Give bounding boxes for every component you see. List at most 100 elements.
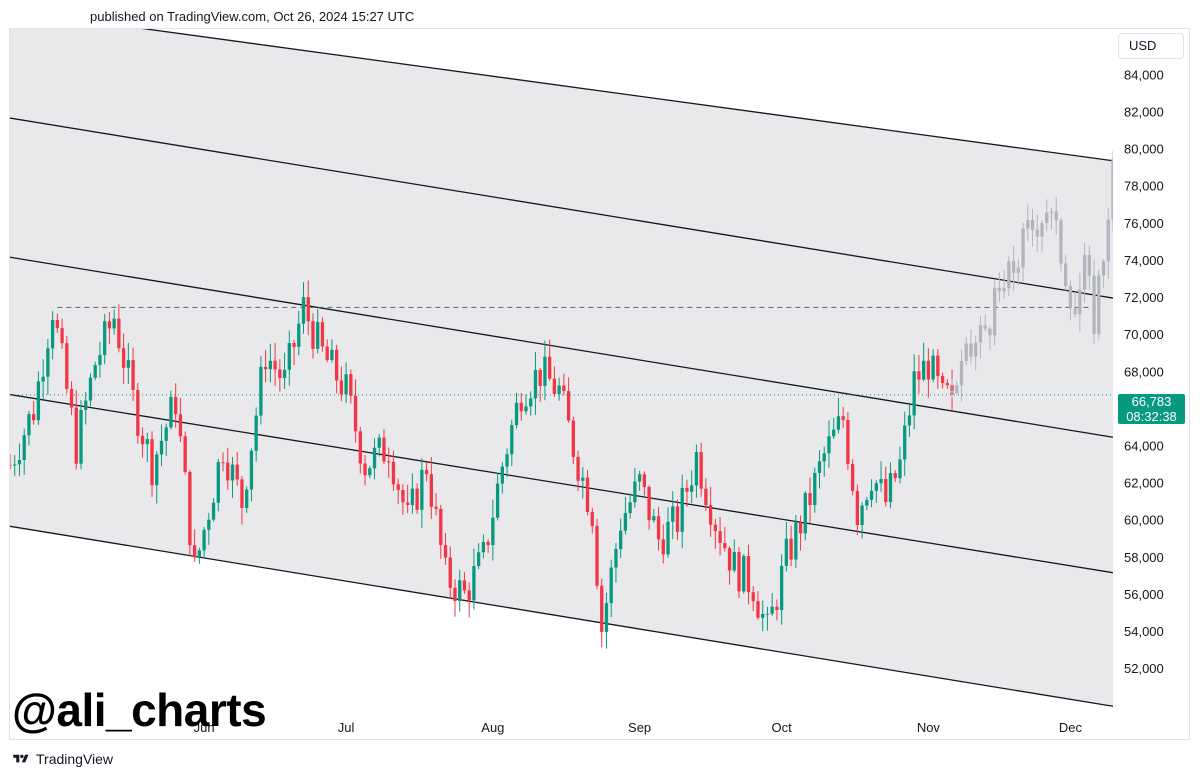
candle [216, 458, 220, 512]
candle [609, 559, 613, 618]
candle [779, 554, 784, 625]
candle-body [216, 462, 220, 503]
candle-body [827, 436, 831, 454]
candle-body [254, 415, 258, 451]
candle-body [202, 529, 206, 551]
candle [538, 368, 542, 402]
candle-body [779, 565, 784, 611]
candle [410, 473, 415, 514]
y-tick-label: 84,000 [1124, 67, 1164, 82]
candle-body [761, 613, 765, 618]
currency-selector[interactable]: USD [1118, 33, 1184, 59]
candle [576, 450, 580, 491]
candle [898, 446, 902, 484]
candle-body [46, 348, 50, 377]
projection-candle [1035, 214, 1039, 252]
candle [742, 553, 746, 594]
last-price-badge: 66,783 08:32:38 [1118, 394, 1185, 424]
candle-body [623, 513, 628, 531]
candle [671, 491, 675, 540]
tradingview-brand[interactable]: TradingView [12, 751, 113, 767]
candle-body [126, 360, 131, 368]
candle [415, 483, 419, 514]
candle-body [183, 436, 187, 472]
candle [903, 411, 907, 476]
candle-body [207, 519, 211, 530]
candle [628, 493, 632, 519]
candle-body [666, 521, 670, 555]
candle-body [41, 376, 45, 382]
y-tick-label: 62,000 [1124, 476, 1164, 491]
candle [297, 310, 301, 356]
candle [192, 529, 197, 562]
candle-body [415, 488, 419, 510]
x-tick-label: Jun [194, 720, 215, 735]
candle-body [836, 416, 841, 430]
y-tick-label: 52,000 [1124, 661, 1164, 676]
candle-body [609, 567, 613, 604]
candle [197, 547, 202, 564]
candle [732, 539, 736, 573]
candle-body [813, 472, 817, 506]
candle [566, 377, 571, 423]
channel-line-3 [10, 256, 1113, 438]
y-tick-label: 58,000 [1124, 550, 1164, 565]
candle [945, 378, 949, 389]
candle-body [855, 491, 860, 526]
channel-line-2 [10, 117, 1113, 299]
candle-body [150, 439, 154, 486]
candle [249, 448, 254, 502]
candle [557, 377, 561, 401]
candle-body [268, 360, 273, 370]
candle [803, 491, 807, 541]
candle [680, 474, 684, 549]
candle [358, 426, 362, 474]
projection-candle-body [1007, 261, 1011, 289]
candle-body [325, 346, 329, 361]
candle-body [458, 580, 462, 602]
candle [813, 467, 817, 513]
candle-body [737, 552, 741, 592]
y-tick-label: 80,000 [1124, 142, 1164, 157]
candle [420, 458, 424, 528]
candle-body [349, 374, 353, 396]
candle [836, 397, 841, 434]
candle [311, 313, 315, 359]
candle-body [798, 522, 803, 534]
candle-body [32, 414, 36, 421]
candle-body [358, 431, 362, 464]
candle [453, 579, 457, 617]
candle-body [879, 479, 883, 484]
candle-body [391, 461, 396, 485]
candle-body [339, 380, 344, 395]
candle-body [481, 541, 486, 553]
projection-candle-body [988, 328, 992, 336]
candle [888, 462, 893, 509]
candle [41, 359, 45, 400]
candle-body [245, 489, 249, 508]
candle-body [103, 321, 107, 355]
candle-body [140, 435, 145, 445]
channel-layer [10, 29, 1113, 707]
candle [301, 282, 306, 334]
candle [121, 333, 126, 384]
candle [278, 359, 282, 392]
candle [462, 572, 467, 594]
candle-body [13, 464, 17, 466]
candle-body [727, 548, 732, 571]
candle [798, 515, 803, 551]
candle-body [273, 360, 277, 370]
candle-body [675, 506, 680, 532]
candle-body [448, 557, 452, 588]
y-tick-label: 70,000 [1124, 327, 1164, 342]
projection-candle [997, 272, 1002, 302]
candle-body [860, 505, 864, 526]
candle-body [661, 539, 665, 555]
y-tick-label: 54,000 [1124, 624, 1164, 639]
candle-body [192, 545, 197, 558]
candle [917, 354, 921, 394]
projection-candle [1016, 259, 1020, 286]
candle [211, 498, 216, 522]
candle-body [159, 440, 164, 455]
